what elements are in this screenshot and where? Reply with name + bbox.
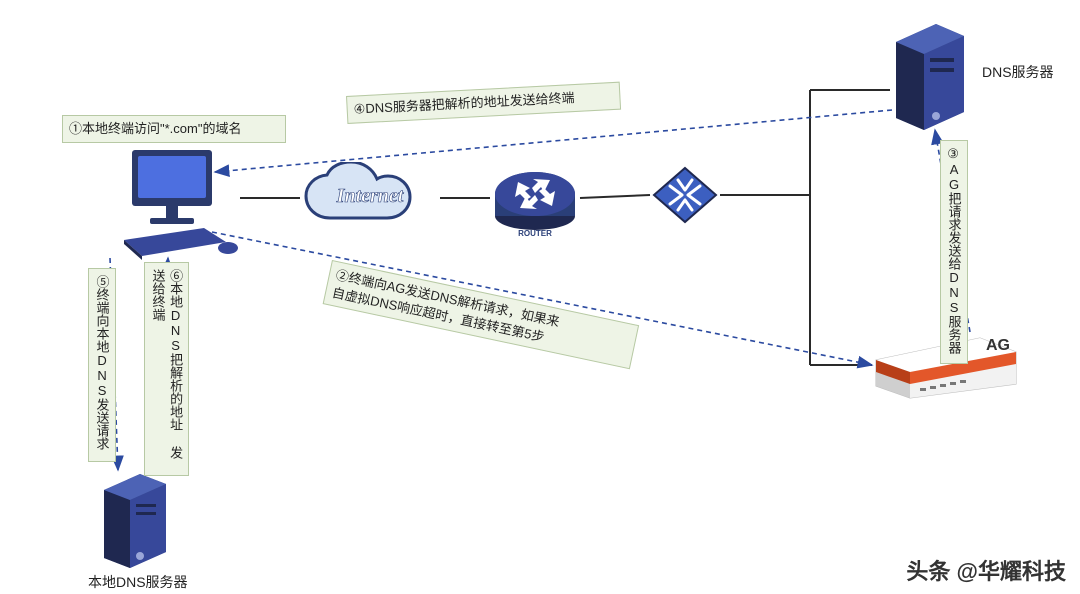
terminal-pc-icon [120, 150, 240, 260]
local-dns-server-icon [100, 470, 170, 570]
ag-label: AG [986, 337, 1010, 354]
switch-icon [650, 166, 720, 224]
diagram-stage: Internet ROUTER [0, 0, 1080, 594]
note-2: ②终端向AG发送DNS解析请求，如果来 自虚拟DNS响应超时，直接转至第5步 [323, 260, 640, 369]
watermark-text: 头条 @华耀科技 [906, 554, 1066, 586]
note-6-line1: ⑥本地DNS把解析的地址 [168, 269, 183, 431]
note-4: ④DNS服务器把解析的地址发送给终端 [346, 82, 621, 124]
note-5: ⑤终端向本地DNS发送请求 [88, 268, 116, 462]
internet-label: Internet [336, 185, 405, 207]
router-icon: ROUTER [490, 158, 580, 242]
note-1: ①本地终端访问"*.com"的域名 [62, 115, 286, 143]
note-3: ③AG把请求发送给DNS服务器 [940, 140, 968, 364]
router-label: ROUTER [518, 229, 552, 238]
dns-server-label: DNS服务器 [982, 62, 1054, 82]
local-dns-label: 本地DNS服务器 [88, 572, 188, 592]
note-6: ⑥本地DNS把解析的地址 发送给终端 [144, 262, 189, 476]
internet-cloud-icon: Internet [300, 162, 440, 236]
dns-server-icon [890, 20, 970, 130]
